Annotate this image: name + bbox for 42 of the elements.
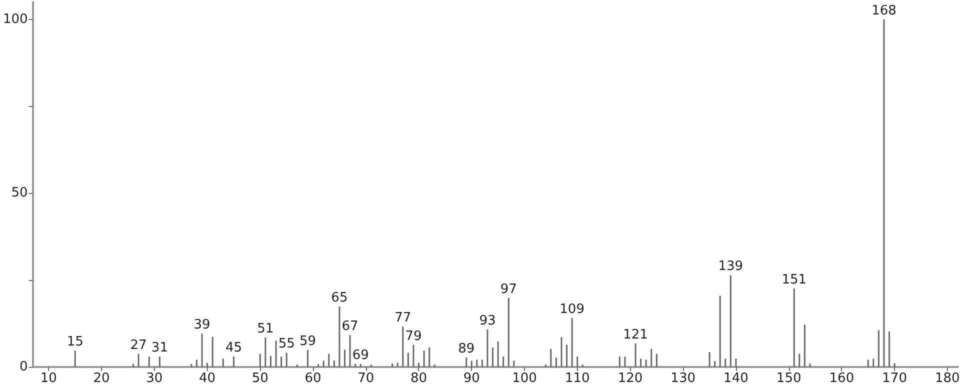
annotation: 109: [560, 302, 584, 317]
annotation: 89: [458, 342, 475, 357]
annotation: 39: [194, 318, 210, 333]
annotation: 151: [782, 272, 807, 288]
annotation: 15: [66, 334, 84, 350]
annotation: 27: [130, 338, 147, 353]
x-tick-label: 20: [93, 371, 110, 386]
annotation: 69: [352, 348, 369, 363]
y-tick-label: 0: [20, 360, 28, 374]
x-tick-label: 90: [463, 371, 480, 386]
annotation: 97: [500, 282, 517, 297]
x-tick-label: 170: [882, 371, 907, 386]
x-tick-label: 80: [410, 371, 428, 386]
x-tick-label: 70: [358, 371, 374, 386]
annotation: 45: [225, 340, 242, 356]
x-tick-label: 50: [252, 371, 268, 386]
x-tick-label: 160: [829, 371, 854, 386]
annotation: 168: [872, 3, 896, 18]
annotation: 55: [278, 336, 295, 352]
annotation: 93: [479, 313, 496, 328]
x-tick-label: 110: [564, 371, 590, 386]
annotation: 121: [623, 327, 648, 342]
annotation: 65: [331, 290, 348, 306]
annotation: 31: [151, 340, 168, 356]
annotation: 59: [299, 334, 316, 349]
x-tick-label: 180: [935, 371, 960, 386]
x-tick-label: 40: [199, 371, 216, 386]
x-tick-label: 140: [724, 371, 748, 386]
y-tick-label: 100: [2, 12, 28, 27]
x-tick-label: 30: [146, 371, 163, 386]
x-tick-label: 150: [776, 371, 802, 386]
annotation: 77: [394, 310, 412, 326]
x-tick-label: 60: [304, 371, 322, 386]
x-tick-label: 100: [512, 371, 537, 386]
annotation: 139: [718, 259, 744, 274]
annotation: 79: [405, 328, 422, 344]
x-tick-label: 130: [670, 371, 696, 386]
x-tick-label: 10: [40, 371, 57, 386]
y-tick-label: 50: [11, 186, 28, 201]
x-tick-label: 120: [618, 371, 643, 386]
annotation: 67: [342, 319, 358, 334]
annotation: 51: [257, 321, 274, 336]
